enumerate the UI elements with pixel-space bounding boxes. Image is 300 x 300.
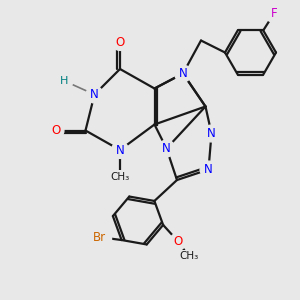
Text: N: N bbox=[178, 67, 188, 80]
Text: H: H bbox=[60, 76, 69, 86]
Circle shape bbox=[47, 122, 64, 139]
Circle shape bbox=[158, 140, 175, 157]
Circle shape bbox=[170, 233, 187, 250]
Text: N: N bbox=[90, 88, 99, 101]
Circle shape bbox=[56, 73, 73, 89]
Text: O: O bbox=[116, 35, 124, 49]
Text: N: N bbox=[207, 127, 216, 140]
Circle shape bbox=[203, 125, 220, 142]
Circle shape bbox=[86, 86, 103, 103]
Text: N: N bbox=[162, 142, 171, 155]
Text: Br: Br bbox=[92, 230, 106, 244]
Bar bbox=[88, 229, 110, 245]
Circle shape bbox=[200, 161, 217, 178]
Text: O: O bbox=[173, 235, 183, 248]
Text: O: O bbox=[51, 124, 60, 137]
Circle shape bbox=[112, 34, 128, 50]
Circle shape bbox=[266, 5, 282, 22]
Text: CH₃: CH₃ bbox=[179, 251, 198, 261]
Text: CH₃: CH₃ bbox=[110, 172, 130, 182]
Circle shape bbox=[112, 142, 128, 158]
Text: F: F bbox=[270, 8, 277, 20]
Text: N: N bbox=[116, 143, 124, 157]
Circle shape bbox=[175, 65, 191, 82]
Text: N: N bbox=[204, 163, 213, 176]
